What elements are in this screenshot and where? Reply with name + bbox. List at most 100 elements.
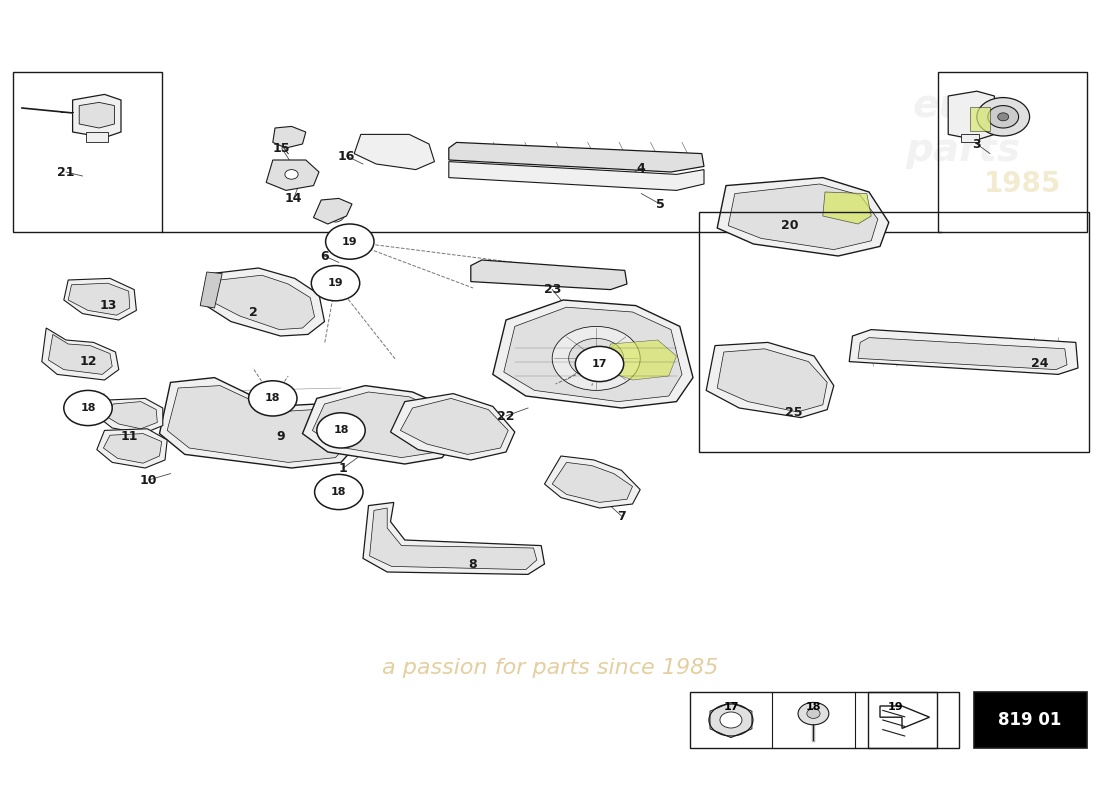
Circle shape (977, 98, 1030, 136)
Polygon shape (103, 434, 162, 463)
Bar (698, 212, 1089, 452)
Text: 21: 21 (57, 166, 75, 178)
Polygon shape (213, 275, 315, 330)
Polygon shape (97, 429, 167, 468)
Text: 14: 14 (285, 192, 303, 205)
Text: 3: 3 (972, 138, 981, 150)
Text: 19: 19 (342, 237, 358, 246)
Text: 16: 16 (338, 150, 355, 162)
Text: 18: 18 (805, 702, 822, 712)
Polygon shape (86, 132, 108, 142)
Bar (974, 692, 1087, 748)
Text: euro
parts: euro parts (905, 87, 1020, 169)
Circle shape (552, 326, 640, 390)
Text: 5: 5 (656, 198, 664, 210)
Text: 23: 23 (543, 283, 561, 296)
Text: 6: 6 (320, 250, 329, 262)
Circle shape (585, 350, 607, 366)
Text: 13: 13 (99, 299, 117, 312)
Circle shape (326, 224, 374, 259)
Polygon shape (400, 398, 508, 454)
Polygon shape (471, 260, 627, 290)
Polygon shape (603, 340, 676, 380)
Text: 18: 18 (80, 403, 96, 413)
Text: 10: 10 (140, 474, 157, 486)
Text: 17: 17 (592, 359, 607, 369)
Text: 4: 4 (637, 162, 646, 174)
Circle shape (998, 113, 1009, 121)
Polygon shape (167, 386, 350, 462)
Text: 20: 20 (781, 219, 799, 232)
Polygon shape (106, 402, 157, 429)
Polygon shape (48, 334, 112, 374)
Circle shape (315, 474, 363, 510)
Polygon shape (73, 94, 121, 138)
Polygon shape (302, 386, 456, 464)
Polygon shape (363, 502, 544, 574)
Circle shape (719, 712, 741, 728)
Text: 2: 2 (249, 306, 257, 318)
Polygon shape (79, 102, 114, 128)
Circle shape (249, 381, 297, 416)
Text: 18: 18 (331, 487, 346, 497)
Text: 19: 19 (328, 278, 343, 288)
Text: 9: 9 (276, 430, 285, 442)
Text: 11: 11 (121, 430, 139, 442)
Polygon shape (493, 300, 693, 408)
Bar (690, 692, 937, 748)
Polygon shape (160, 378, 358, 468)
Polygon shape (823, 192, 871, 224)
Bar (970, 107, 990, 131)
Text: 15: 15 (273, 142, 290, 154)
Circle shape (799, 702, 829, 725)
Circle shape (569, 338, 624, 378)
Polygon shape (64, 278, 136, 320)
Polygon shape (354, 134, 434, 170)
Text: 1: 1 (339, 462, 348, 474)
Polygon shape (42, 328, 119, 380)
Text: 12: 12 (79, 355, 97, 368)
Polygon shape (706, 342, 834, 418)
Polygon shape (314, 198, 352, 224)
Circle shape (311, 266, 360, 301)
Polygon shape (449, 162, 704, 190)
Polygon shape (504, 307, 682, 402)
Polygon shape (961, 134, 979, 142)
Text: 24: 24 (1031, 358, 1048, 370)
Polygon shape (390, 394, 515, 460)
Polygon shape (312, 392, 449, 458)
Polygon shape (266, 160, 319, 190)
Polygon shape (552, 462, 632, 502)
Polygon shape (880, 706, 929, 728)
Text: a passion for parts since 1985: a passion for parts since 1985 (382, 658, 718, 678)
Polygon shape (544, 456, 640, 508)
Text: 8: 8 (469, 558, 477, 570)
Text: 18: 18 (265, 394, 280, 403)
Text: 819 01: 819 01 (999, 711, 1062, 729)
Text: 22: 22 (497, 410, 515, 422)
Polygon shape (728, 184, 878, 250)
Polygon shape (68, 283, 130, 315)
Text: 18: 18 (333, 426, 349, 435)
Bar (868, 692, 959, 748)
Circle shape (317, 413, 365, 448)
Circle shape (988, 106, 1019, 128)
Polygon shape (99, 398, 163, 434)
Polygon shape (849, 330, 1078, 374)
Polygon shape (948, 91, 994, 140)
Text: 7: 7 (617, 510, 626, 522)
Polygon shape (717, 349, 827, 412)
Polygon shape (370, 508, 537, 570)
Circle shape (285, 170, 298, 179)
Polygon shape (717, 178, 889, 256)
Bar (938, 72, 1087, 232)
Bar (13, 72, 162, 232)
Polygon shape (858, 338, 1067, 370)
Polygon shape (200, 272, 222, 308)
Circle shape (575, 346, 624, 382)
Text: 1985: 1985 (984, 170, 1062, 198)
Text: 19: 19 (888, 702, 904, 712)
Polygon shape (204, 268, 324, 336)
Text: 25: 25 (785, 406, 803, 418)
Text: 17: 17 (723, 702, 739, 712)
